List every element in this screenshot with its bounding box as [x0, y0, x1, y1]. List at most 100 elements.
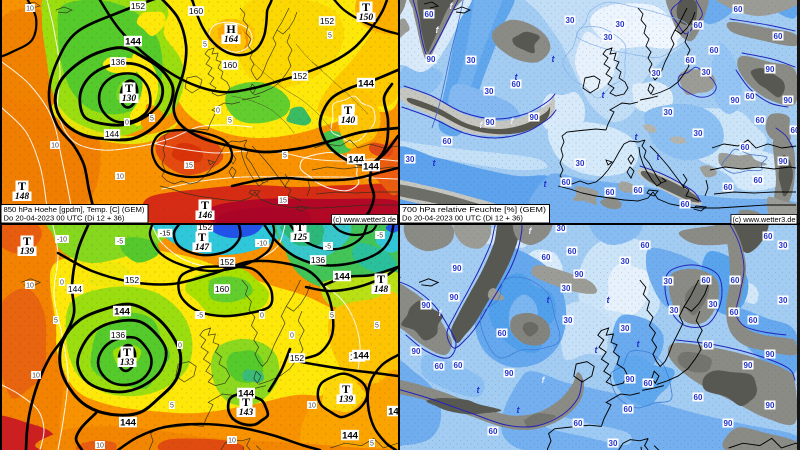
svg-text:90: 90 [766, 350, 775, 359]
svg-text:15: 15 [279, 198, 287, 205]
svg-text:144: 144 [125, 36, 142, 47]
svg-text:30: 30 [664, 108, 673, 117]
svg-text:90: 90 [453, 264, 462, 273]
svg-text:f: f [436, 25, 440, 35]
svg-text:(c) www.wetter3.de: (c) www.wetter3.de [733, 215, 796, 224]
svg-text:t: t [517, 405, 521, 415]
svg-text:-5: -5 [325, 244, 331, 251]
svg-text:30: 30 [609, 439, 618, 448]
svg-text:147: 147 [195, 243, 211, 253]
svg-text:30: 30 [664, 277, 673, 286]
svg-text:10: 10 [308, 403, 316, 410]
svg-text:t: t [547, 295, 551, 305]
svg-text:30: 30 [621, 257, 630, 266]
svg-text:140: 140 [341, 116, 356, 126]
svg-text:90: 90 [486, 118, 495, 127]
svg-text:90: 90 [784, 96, 793, 105]
svg-text:90: 90 [626, 375, 635, 384]
svg-text:t: t [637, 339, 641, 349]
svg-text:5: 5 [203, 42, 207, 49]
svg-text:144: 144 [388, 406, 405, 417]
svg-text:60: 60 [746, 92, 755, 101]
svg-text:T: T [377, 272, 385, 286]
svg-text:136: 136 [111, 330, 125, 340]
svg-text:60: 60 [644, 379, 653, 388]
svg-text:90: 90 [412, 347, 421, 356]
svg-text:144: 144 [334, 271, 351, 282]
svg-text:f: f [480, 120, 484, 130]
svg-text:60: 60 [512, 80, 521, 89]
svg-text:10: 10 [116, 174, 124, 181]
svg-text:164: 164 [224, 35, 239, 45]
svg-text:60: 60 [724, 183, 733, 192]
svg-text:144: 144 [105, 129, 119, 139]
svg-text:139: 139 [339, 395, 354, 405]
svg-text:90: 90 [427, 55, 436, 64]
svg-text:60: 60 [731, 276, 740, 285]
svg-text:60: 60 [710, 46, 719, 55]
svg-text:-5: -5 [377, 233, 383, 240]
svg-text:Do 20-04-2023 00 UTC (Di 12 +: Do 20-04-2023 00 UTC (Di 12 + 36) [402, 214, 523, 223]
svg-text:Do 20-04-2023 00 UTC (Di 12 +: Do 20-04-2023 00 UTC (Di 12 + 36) [4, 214, 125, 223]
svg-text:-5: -5 [117, 239, 123, 246]
svg-text:0: 0 [216, 108, 220, 115]
svg-text:90: 90 [731, 96, 740, 105]
svg-text:t: t [515, 72, 519, 82]
svg-text:150: 150 [359, 13, 374, 23]
svg-text:-15: -15 [160, 229, 171, 238]
svg-text:148: 148 [374, 285, 389, 295]
svg-text:146: 146 [198, 211, 213, 221]
svg-text:60: 60 [774, 32, 783, 41]
svg-text:60: 60 [542, 253, 551, 262]
svg-text:90: 90 [450, 293, 459, 302]
svg-text:30: 30 [604, 33, 613, 42]
svg-text:t: t [477, 385, 481, 395]
svg-text:30: 30 [779, 296, 788, 305]
svg-text:5: 5 [330, 313, 334, 320]
svg-text:60: 60 [641, 241, 650, 250]
svg-text:144: 144 [342, 430, 359, 441]
svg-text:152: 152 [198, 222, 212, 232]
svg-text:5: 5 [370, 441, 374, 448]
svg-text:5: 5 [228, 118, 232, 125]
svg-text:60: 60 [764, 232, 773, 241]
svg-text:90: 90 [766, 401, 775, 410]
svg-text:T: T [23, 234, 31, 248]
svg-text:0: 0 [125, 120, 129, 127]
svg-text:152: 152 [290, 353, 304, 363]
svg-text:700 hPa relative Feuchte [%] (: 700 hPa relative Feuchte [%] (GEM) [402, 205, 547, 214]
svg-text:10: 10 [26, 6, 34, 13]
svg-text:152: 152 [220, 257, 234, 267]
svg-text:-5: -5 [197, 313, 203, 320]
svg-text:0: 0 [290, 333, 294, 340]
svg-text:0: 0 [260, 313, 264, 320]
svg-text:136: 136 [111, 57, 125, 67]
svg-text:T: T [18, 179, 26, 193]
svg-text:90: 90 [530, 113, 539, 122]
svg-text:T: T [342, 382, 350, 396]
svg-text:60: 60 [574, 419, 583, 428]
svg-text:t: t [607, 295, 611, 305]
svg-text:144: 144 [238, 388, 255, 399]
svg-text:10: 10 [26, 283, 34, 290]
svg-text:60: 60 [681, 200, 690, 209]
svg-text:90: 90 [724, 419, 733, 428]
svg-text:f: f [511, 116, 515, 126]
svg-text:f: f [542, 375, 546, 385]
svg-text:-10: -10 [57, 237, 67, 244]
svg-text:60: 60 [568, 247, 577, 256]
svg-text:144: 144 [363, 161, 380, 172]
svg-text:60: 60 [756, 116, 765, 125]
svg-text:152: 152 [125, 275, 139, 285]
svg-text:144: 144 [114, 306, 131, 317]
svg-text:30: 30 [709, 300, 718, 309]
svg-text:60: 60 [443, 137, 452, 146]
svg-text:5: 5 [150, 116, 154, 123]
svg-text:60: 60 [704, 341, 713, 350]
svg-text:60: 60 [694, 393, 703, 402]
svg-text:90: 90 [779, 157, 788, 166]
svg-text:144: 144 [353, 350, 370, 361]
svg-text:30: 30 [779, 241, 788, 250]
svg-text:152: 152 [293, 71, 307, 81]
svg-text:90: 90 [766, 65, 775, 74]
